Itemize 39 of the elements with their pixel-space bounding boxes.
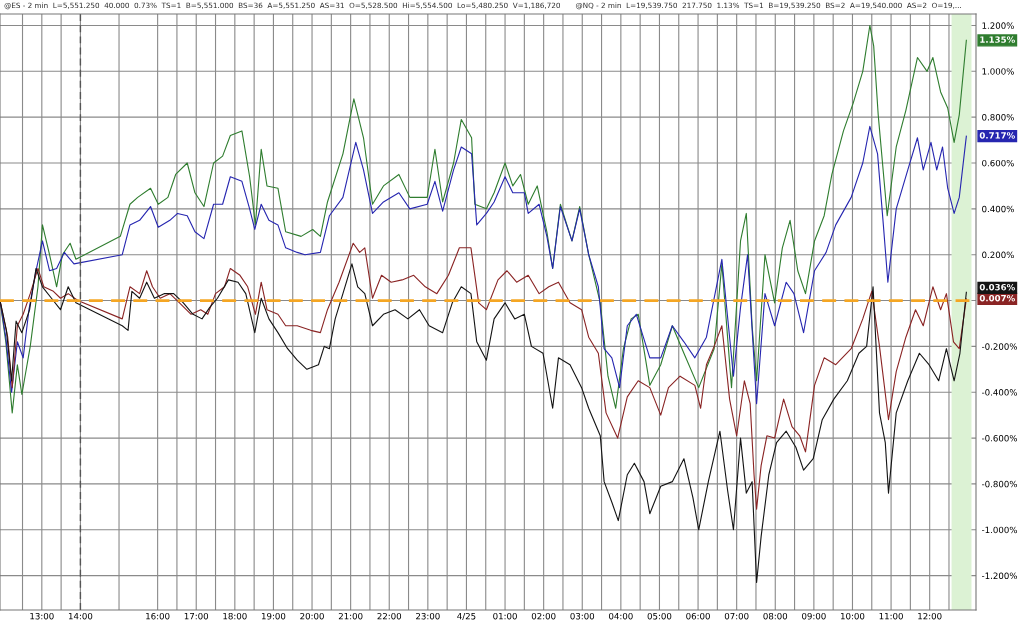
y-tick-label: -0.800% [981,480,1018,488]
x-tick-label: 21:00 [338,612,363,620]
x-tick-label: 16:00 [146,612,170,620]
x-tick-label: 12:00 [918,612,942,620]
y-tick-label: -1.200% [981,572,1018,580]
y-tick-label: -0.200% [981,343,1018,350]
x-tick-label: 17:00 [184,612,209,620]
annotation: 0.036% [979,283,1015,291]
y-tick-label: 1.200% [982,22,1014,29]
x-tick-label: 07:00 [724,612,749,620]
x-tick-label: 10:00 [841,612,865,620]
y-tick-label: 0.400% [982,205,1014,213]
y-tick-label: 0.200% [982,251,1014,259]
x-tick-label: 23:00 [416,612,440,620]
x-tick-label: 03:00 [570,612,595,620]
x-tick-label: 14:00 [68,612,93,620]
x-tick-label: 02:00 [531,612,556,620]
y-tick-label: -0.400% [981,389,1018,396]
x-tick-label: 01:00 [493,612,517,620]
x-tick-label: 11:00 [879,612,903,620]
y-tick-label: 1.000% [982,68,1014,75]
x-tick-label: 4/25 [457,612,476,621]
x-tick-label: 08:00 [763,612,788,620]
x-tick-label: 18:00 [223,612,247,620]
x-tick-label: 04:00 [609,612,633,620]
annotation: 0.007% [979,294,1015,302]
x-tick-label: 20:00 [300,612,324,620]
y-tick-label: 0.800% [982,114,1014,121]
y-tick-label: -0.600% [981,434,1018,442]
y-tick-label: -1.000% [981,526,1018,534]
x-tick-label: 05:00 [647,612,672,620]
y-tick-label: 0.600% [982,159,1014,167]
x-tick-label: 13:00 [30,612,54,620]
x-tick-label: 09:00 [802,612,826,620]
annotation: 0.717% [979,132,1015,139]
x-tick-label: 06:00 [686,612,710,620]
x-tick-label: 22:00 [377,612,402,620]
annotation: 1.135% [980,36,1015,43]
x-tick-label: 19:00 [261,612,286,620]
